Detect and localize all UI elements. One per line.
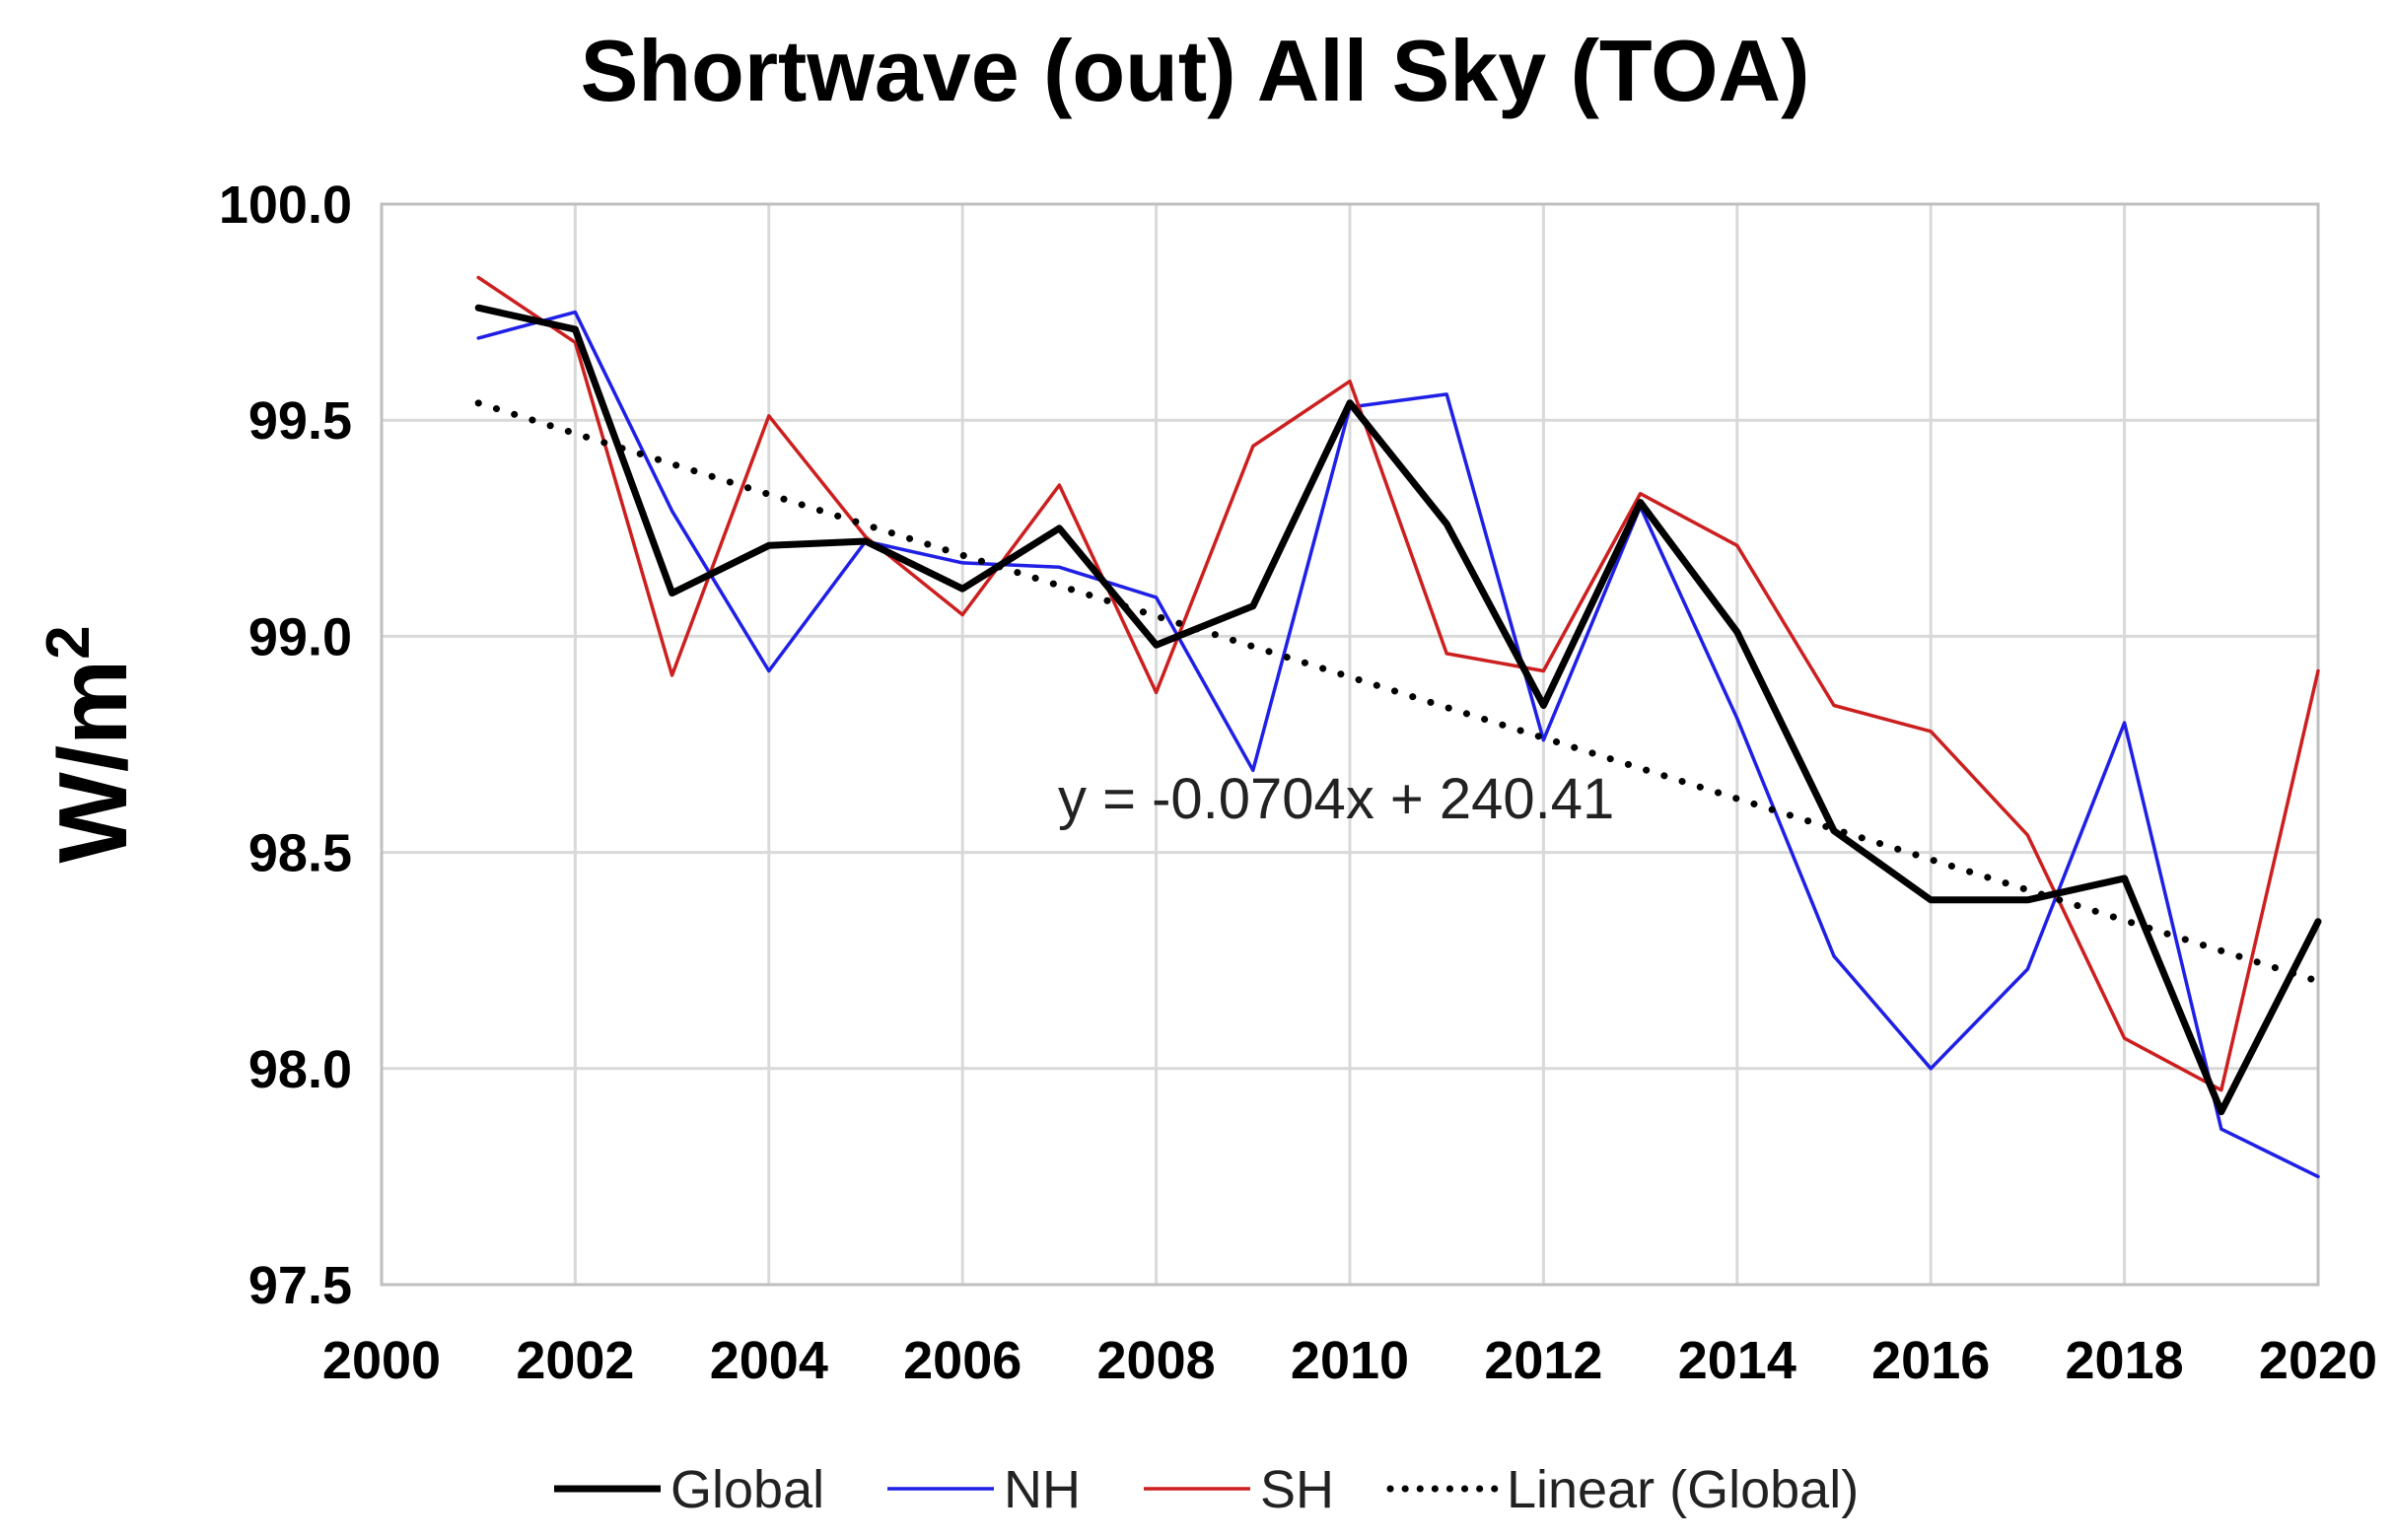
series-line-sh: [476, 275, 2320, 1092]
y-axis-label: W/m2: [35, 625, 147, 863]
x-tick-label: 2004: [710, 1331, 828, 1390]
y-axis-label-superscript: 2: [35, 625, 103, 659]
trendline-equation: y = -0.0704x + 240.41: [1058, 767, 1614, 831]
legend-label-linear-global: Linear (Global): [1507, 1460, 1859, 1519]
x-tick-label: 2000: [322, 1331, 441, 1390]
x-tick-label: 2008: [1097, 1331, 1216, 1390]
legend-label-nh: NH: [1004, 1460, 1081, 1519]
series-points-nh: [478, 312, 2319, 1177]
x-tick-label: 2010: [1291, 1331, 1409, 1390]
x-tick-label: 2012: [1484, 1331, 1602, 1390]
legend-label-global: Global: [670, 1460, 824, 1519]
legend: Global NH SH Linear (Global): [554, 1460, 1859, 1519]
series-line-nh: [476, 310, 2320, 1179]
y-tick-label: 99.0: [248, 607, 352, 666]
legend-label-sh: SH: [1260, 1460, 1334, 1519]
x-tick-label: 2002: [516, 1331, 634, 1390]
y-tick-label: 99.5: [248, 391, 352, 451]
x-tick-label: 2016: [1871, 1331, 1990, 1390]
x-tick-label: 2014: [1678, 1331, 1796, 1390]
y-tick-labels: 97.5 98.0 98.5 99.0 99.5 100.0: [219, 175, 352, 1315]
y-tick-label: 98.5: [248, 824, 352, 883]
trendline-linear-global: [474, 399, 2322, 985]
legend-item-nh: NH: [887, 1460, 1081, 1519]
series-layer: [474, 275, 2322, 1179]
y-tick-label: 98.0: [248, 1040, 352, 1099]
y-tick-label: 100.0: [219, 175, 352, 235]
series-points-sh: [478, 277, 2319, 1090]
x-tick-labels: 2000 2002 2004 2006 2008 2010 2012 2014 2016 2018…: [322, 1331, 2377, 1390]
legend-item-linear-global: Linear (Global): [1386, 1460, 1859, 1519]
series-line-global: [474, 304, 2322, 1116]
series-points-global: [478, 308, 2319, 1112]
x-tick-label: 2020: [2259, 1331, 2377, 1390]
chart-title: Shortwave (out) All Sky (TOA): [581, 22, 1810, 119]
gridlines: [380, 202, 2320, 1287]
legend-item-sh: SH: [1144, 1460, 1334, 1519]
x-tick-label: 2018: [2066, 1331, 2184, 1390]
legend-item-global: Global: [554, 1460, 824, 1519]
y-tick-label: 97.5: [248, 1256, 352, 1315]
x-tick-label: 2006: [903, 1331, 1021, 1390]
plot-area-border: [380, 202, 2320, 1287]
